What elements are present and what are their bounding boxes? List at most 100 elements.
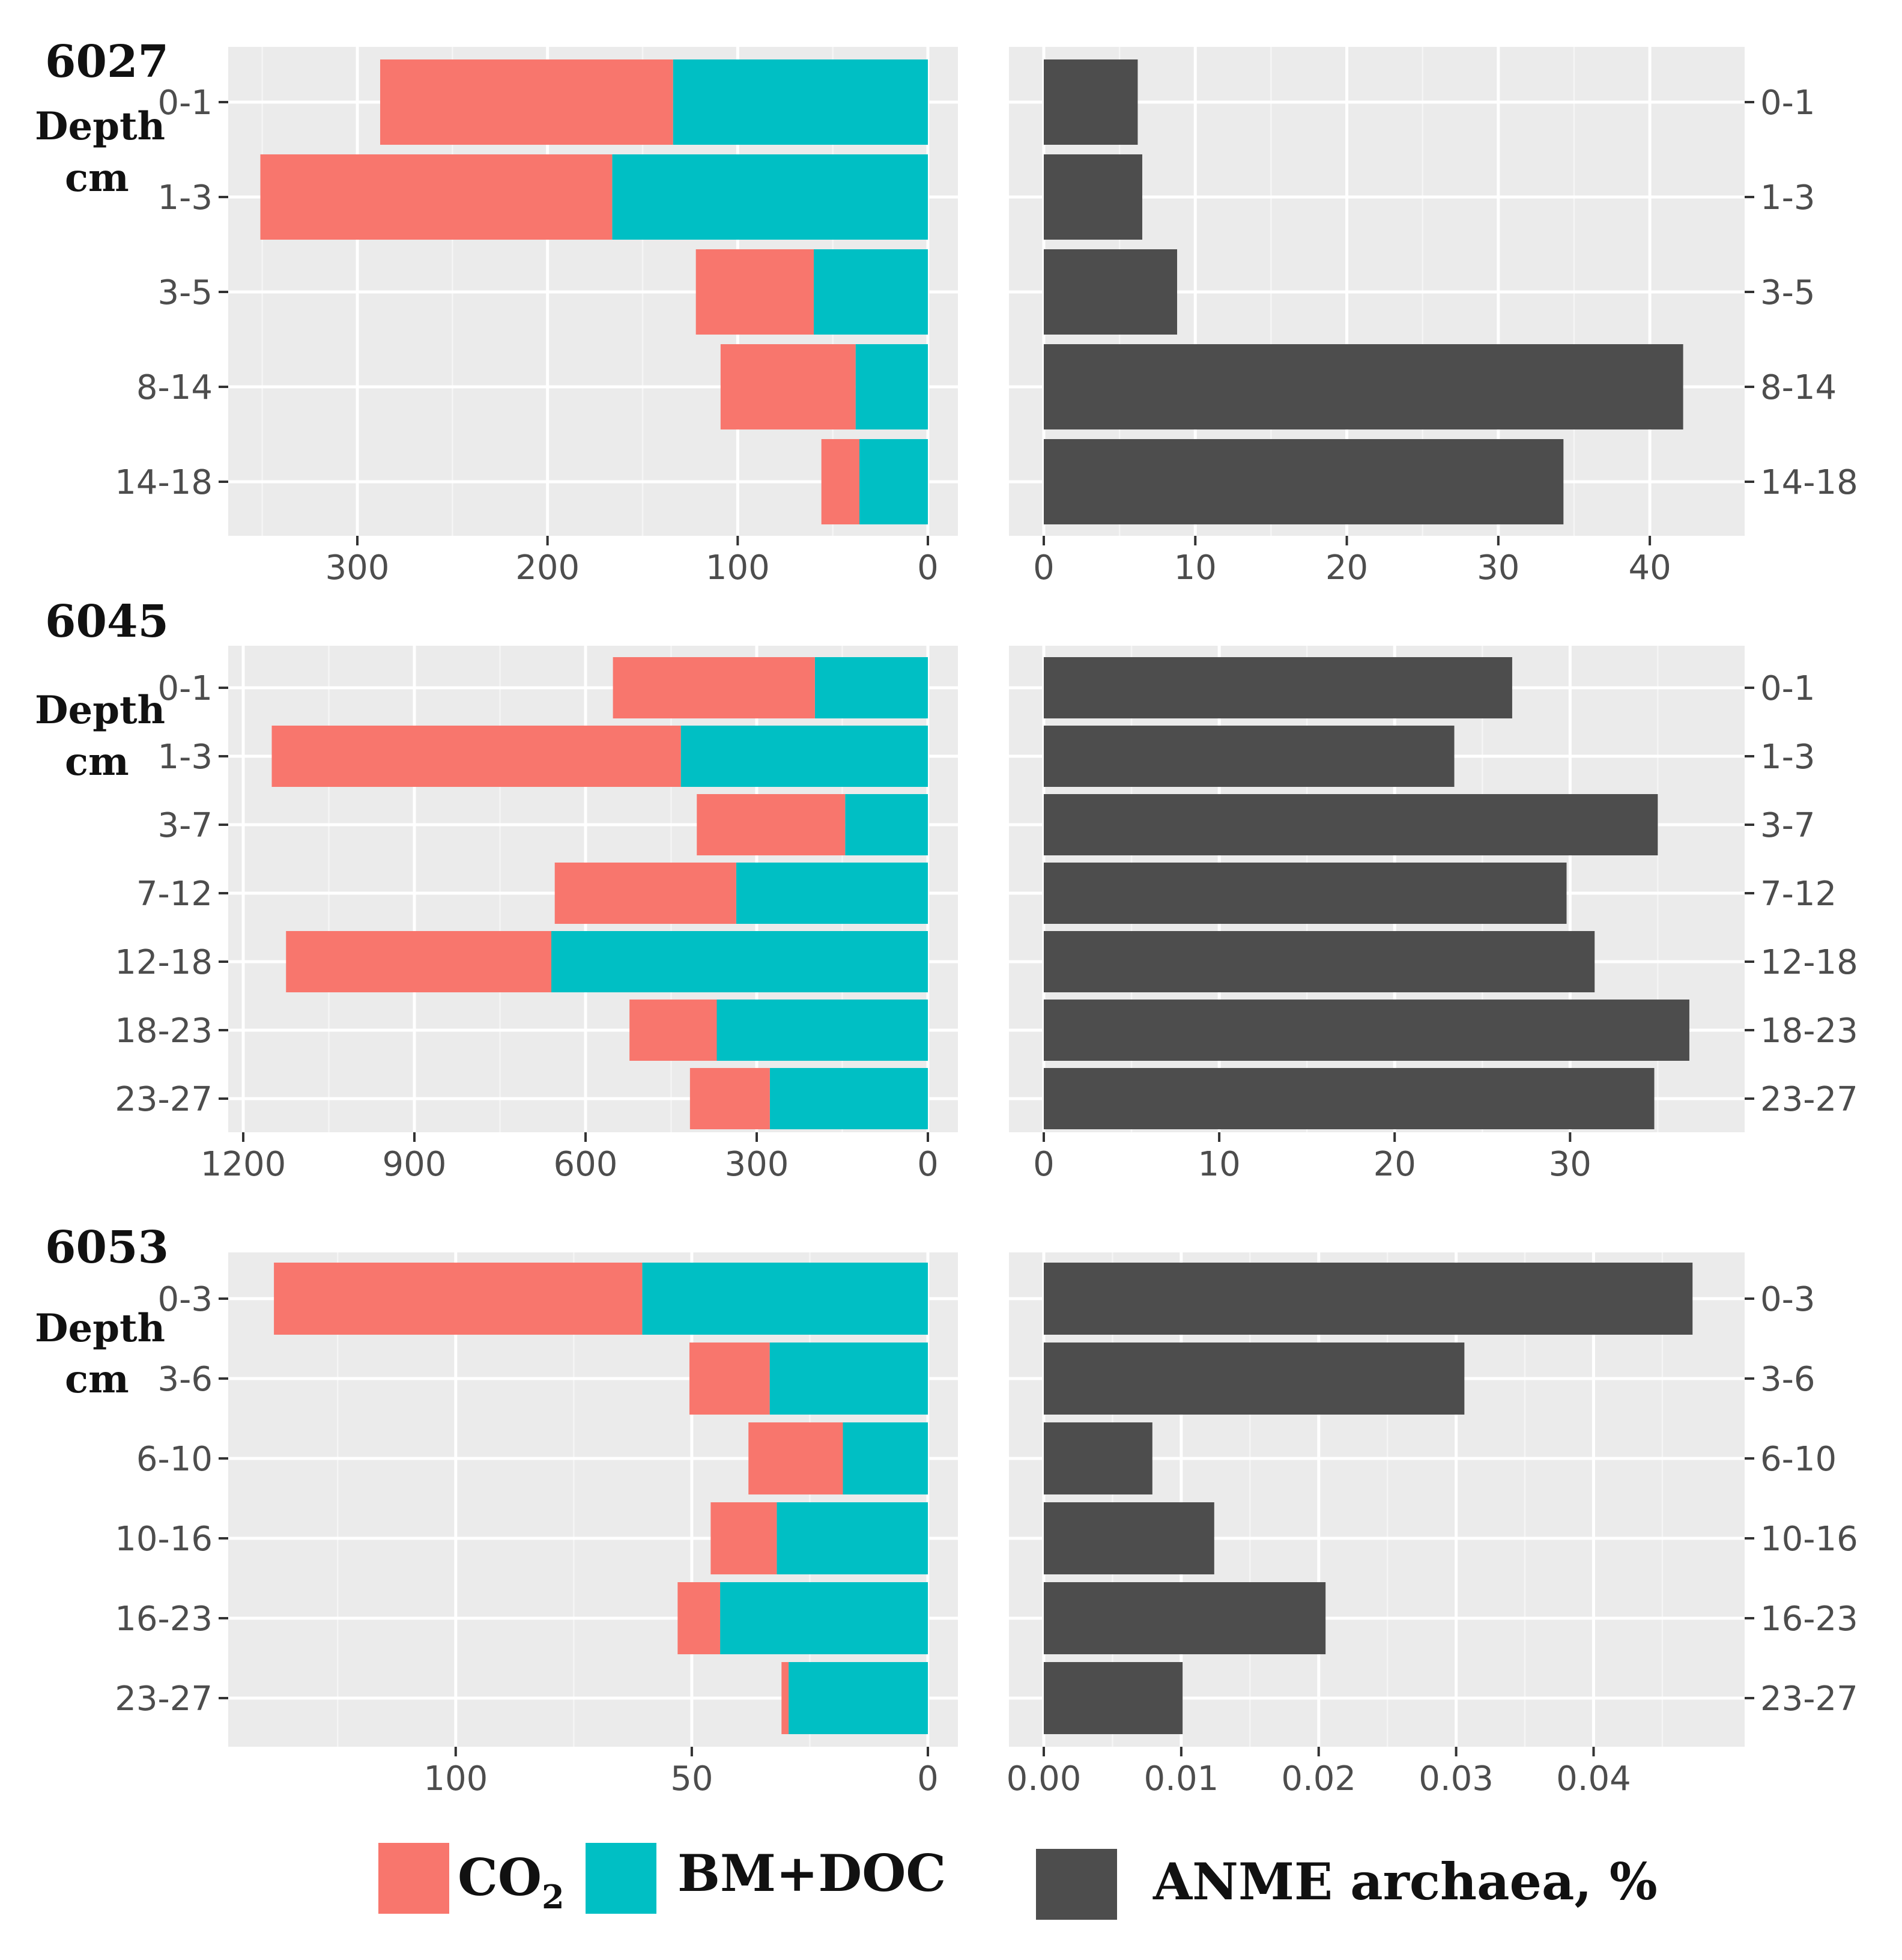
- station-6045-title: 6045: [45, 596, 169, 648]
- station-6045-right-xtick-label: 30: [1549, 1145, 1592, 1184]
- station-6045-right-category-label: 18-23: [1760, 1012, 1858, 1051]
- station-6045-right-category-label: 23-27: [1760, 1080, 1858, 1119]
- station-6053-bar-anme-3-6: [1044, 1343, 1465, 1415]
- station-6053-right-category-label: 3-6: [1760, 1360, 1815, 1399]
- station-6027-left-category-label: 1-3: [158, 178, 213, 217]
- station-6053-bar-anme-10-16: [1044, 1502, 1214, 1574]
- station-6027-bar-anme-8-14: [1044, 344, 1683, 429]
- station-6027-depth-label: Depth: [35, 104, 165, 149]
- station-6027-bar-co2-14-18: [821, 439, 859, 524]
- station-6053-bar-anme-16-23: [1044, 1582, 1326, 1654]
- station-6027-right-category-label: 0-1: [1760, 83, 1815, 123]
- station-6053-left-xtick-label: 100: [423, 1759, 488, 1798]
- station-6053-bar-co2-16-23: [677, 1582, 721, 1654]
- station-6045-left-xtick-label: 300: [725, 1145, 789, 1184]
- legend: CO2 BM+DOC ANME archaea, %: [378, 1843, 1658, 1920]
- station-6053-bar-bm-doc-6-10: [843, 1422, 928, 1494]
- station-6045-right-category-label: 12-18: [1760, 943, 1858, 982]
- station-6045-bar-bm-doc-3-7: [845, 794, 928, 855]
- station-6027-bar-co2-1-3: [260, 154, 613, 240]
- station-6045-bar-bm-doc-7-12: [736, 863, 928, 924]
- legend-swatch-co2: [378, 1843, 449, 1914]
- station-6053-right-category-label: 16-23: [1760, 1600, 1858, 1639]
- station-6027-right-xtick-label: 20: [1325, 548, 1368, 587]
- station-6053-left-xtick-label: 0: [917, 1759, 939, 1798]
- station-6053-right-xtick-label: 0.02: [1281, 1759, 1356, 1798]
- station-6053-bar-anme-23-27: [1044, 1662, 1183, 1734]
- station-6045-bar-anme-1-3: [1044, 726, 1455, 787]
- station-6045-left-xtick-label: 600: [554, 1145, 618, 1184]
- station-6045-left-xtick-label: 900: [383, 1145, 447, 1184]
- station-6053-bar-anme-0-3: [1044, 1263, 1693, 1335]
- station-6027-depth-unit: cm: [65, 156, 129, 201]
- legend-label-anme: ANME archaea, %: [1152, 1852, 1658, 1911]
- station-6045-bar-anme-23-27: [1044, 1068, 1655, 1129]
- station-6045-right-category-label: 3-7: [1760, 806, 1815, 845]
- station-6027-right-xtick-label: 40: [1628, 548, 1671, 587]
- station-6045-bar-co2-18-23: [629, 1000, 717, 1061]
- station-6027-bar-bm-doc-14-18: [859, 439, 928, 524]
- station-6027-title: 6027: [45, 36, 169, 88]
- station-6045-right-category-label: 7-12: [1760, 875, 1837, 914]
- station-6053-bar-anme-6-10: [1044, 1422, 1152, 1494]
- station-6053-left-category-label: 3-6: [158, 1360, 213, 1399]
- station-6045-left-xtick-label: 0: [917, 1145, 939, 1184]
- station-6053-left-xtick-label: 50: [670, 1759, 713, 1798]
- station-6045-bar-co2-0-1: [613, 657, 815, 718]
- station-6053-bar-bm-doc-23-27: [789, 1662, 928, 1734]
- station-6053-bar-bm-doc-16-23: [720, 1582, 928, 1654]
- station-6045-right-xtick-label: 20: [1373, 1145, 1416, 1184]
- station-6045-left-category-label: 7-12: [136, 875, 213, 914]
- station-6053-left-category-label: 23-27: [115, 1679, 213, 1719]
- station-6045-right-category-label: 1-3: [1760, 738, 1815, 777]
- station-6053-right-category-label: 23-27: [1760, 1679, 1858, 1719]
- station-6027-bar-anme-14-18: [1044, 439, 1564, 524]
- station-6045-row: 6045 Depth cm 0-1 1-3 3-7 7-12 12-18 18-23 23-27 1…: [35, 596, 1858, 1184]
- station-6027-right-category-label: 1-3: [1760, 178, 1815, 217]
- station-6053-right-xtick-label: 0.03: [1419, 1759, 1494, 1798]
- station-6053-bar-co2-0-3: [274, 1263, 643, 1335]
- station-6027-left-xtick-label: 300: [326, 548, 390, 587]
- station-6045-bar-co2-12-18: [286, 931, 551, 992]
- station-6027-right-category-label: 14-18: [1760, 463, 1858, 502]
- station-6045-bar-bm-doc-18-23: [716, 1000, 928, 1061]
- station-6027-bar-co2-3-5: [695, 249, 814, 335]
- station-6045-bar-co2-23-27: [689, 1068, 770, 1129]
- station-6027-left-xtick-label: 100: [706, 548, 770, 587]
- station-6045-right-xtick-label: 0: [1033, 1145, 1055, 1184]
- station-6027-bar-bm-doc-1-3: [612, 154, 928, 240]
- legend-swatch-bm-doc: [586, 1843, 656, 1914]
- station-6053-right-category-label: 0-3: [1760, 1280, 1815, 1319]
- station-6027-right-category-label: 3-5: [1760, 273, 1815, 312]
- station-6053-title: 6053: [45, 1222, 169, 1273]
- legend-label-co2: CO2: [458, 1848, 565, 1916]
- station-6027-left-category-label: 0-1: [158, 83, 213, 123]
- station-6027-right-xtick-label: 30: [1477, 548, 1519, 587]
- station-6045-depth-label: Depth: [35, 688, 165, 733]
- station-6045-left-category-label: 23-27: [115, 1080, 213, 1119]
- station-6053-left-category-label: 16-23: [115, 1600, 213, 1639]
- station-6027-left-category-label: 14-18: [115, 463, 213, 502]
- station-6045-left-category-label: 3-7: [158, 806, 213, 845]
- station-6053-left-category-label: 10-16: [115, 1520, 213, 1559]
- station-6045-bar-bm-doc-23-27: [769, 1068, 928, 1129]
- station-6027-left-xtick-label: 200: [515, 548, 580, 587]
- station-6045-bar-anme-12-18: [1044, 931, 1595, 992]
- station-6053-depth-label: Depth: [35, 1306, 165, 1351]
- station-6045-left-category-label: 1-3: [158, 738, 213, 777]
- station-6053-bar-co2-10-16: [710, 1502, 777, 1574]
- station-6053-left-category-label: 6-10: [136, 1440, 213, 1479]
- station-6045-right-xtick-label: 10: [1198, 1145, 1240, 1184]
- station-6045-bar-anme-7-12: [1044, 863, 1567, 924]
- station-6045-depth-unit: cm: [65, 739, 129, 784]
- station-6045-bar-co2-7-12: [554, 863, 736, 924]
- station-6053-row: 6053 Depth cm 0-3 3-6 6-10 10-16 16-23 23-27 100 5…: [35, 1222, 1858, 1798]
- legend-label-bm-doc: BM+DOC: [677, 1843, 946, 1903]
- legend-swatch-anme: [1036, 1849, 1117, 1920]
- station-6045-left-category-label: 0-1: [158, 669, 213, 708]
- station-6053-bar-bm-doc-3-6: [769, 1343, 928, 1415]
- station-6045-bar-co2-3-7: [697, 794, 846, 855]
- station-6045-right-category-label: 0-1: [1760, 669, 1815, 708]
- station-6053-right-xtick-label: 0.00: [1007, 1759, 1082, 1798]
